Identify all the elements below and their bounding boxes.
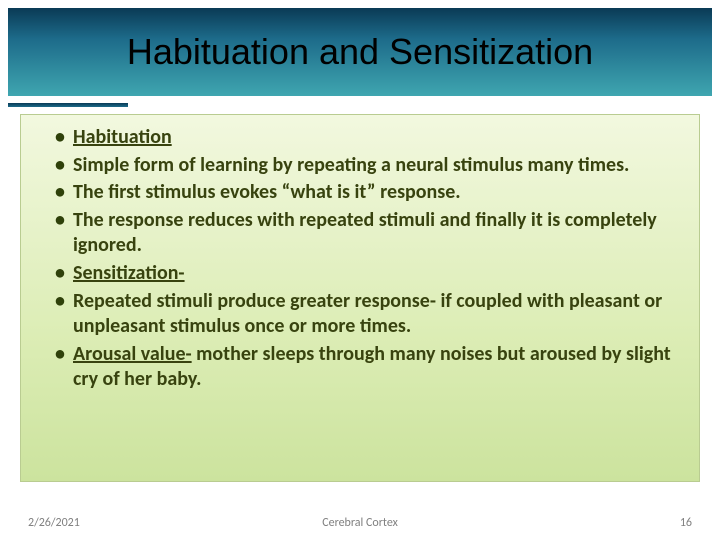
footer-center: Cerebral Cortex xyxy=(322,516,398,530)
footer: 2/26/2021 Cerebral Cortex 16 xyxy=(28,516,692,530)
bullet-text: The response reduces with repeated stimu… xyxy=(73,208,657,258)
bullet-list: Habituation Simple form of learning by re… xyxy=(55,125,675,393)
bullet-item: Sensitization- xyxy=(55,261,675,287)
bullet-item: Habituation xyxy=(55,125,675,151)
title-accent-bar xyxy=(8,103,128,107)
bullet-item: The response reduces with repeated stimu… xyxy=(55,208,675,259)
bullet-item: Arousal value- mother sleeps through man… xyxy=(55,342,675,393)
footer-date: 2/26/2021 xyxy=(28,516,80,530)
bullet-text: Habituation xyxy=(73,125,172,149)
bullet-text: Simple form of learning by repeating a n… xyxy=(73,153,629,177)
slide-title: Habituation and Sensitization xyxy=(127,31,593,73)
bullet-text: Sensitization- xyxy=(73,261,185,285)
title-bar: Habituation and Sensitization xyxy=(8,8,712,96)
bullet-item: Repeated stimuli produce greater respons… xyxy=(55,289,675,340)
bullet-text: The first stimulus evokes “what is it” r… xyxy=(73,180,461,204)
content-box: Habituation Simple form of learning by re… xyxy=(20,114,700,482)
bullet-text: Arousal value- xyxy=(73,342,192,366)
bullet-item: Simple form of learning by repeating a n… xyxy=(55,153,675,179)
footer-page: 16 xyxy=(680,516,692,530)
bullet-text: Repeated stimuli produce greater respons… xyxy=(73,289,662,339)
bullet-item: The first stimulus evokes “what is it” r… xyxy=(55,180,675,206)
